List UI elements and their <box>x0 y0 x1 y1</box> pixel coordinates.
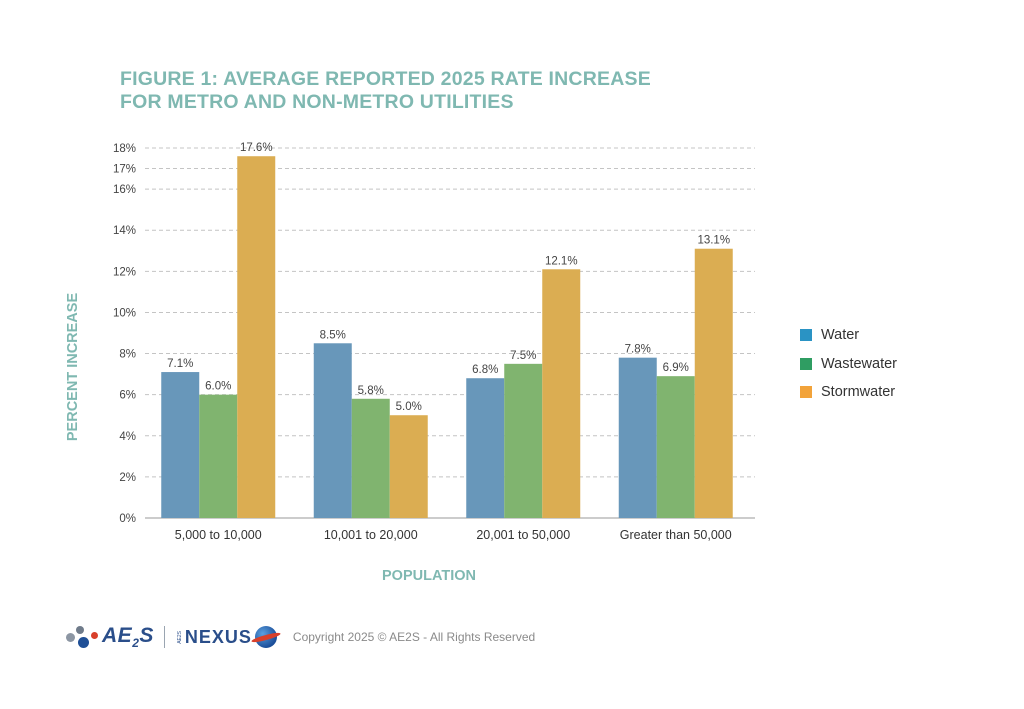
data-label: 8.5% <box>320 329 346 341</box>
category-label: 10,001 to 20,000 <box>324 528 418 542</box>
bar-wastewater <box>656 376 695 518</box>
bar-water <box>161 372 200 518</box>
bar-water <box>313 343 352 518</box>
data-label: 7.5% <box>510 350 536 362</box>
chart-title-line-1: FIGURE 1: AVERAGE REPORTED 2025 RATE INC… <box>120 68 651 90</box>
legend-label-wastewater: Wastewater <box>821 355 898 372</box>
y-tick-labels: 0% 2% 4% 6% 8% 10% 12% 14% 16% 17% 18% <box>113 143 136 525</box>
bar-wastewater <box>351 398 390 518</box>
chart-title-line-2: FOR METRO AND NON-METRO UTILITIES <box>120 91 514 113</box>
y-tick-label: 0% <box>119 513 136 525</box>
bars <box>161 156 733 518</box>
y-tick-label: 4% <box>119 431 136 443</box>
ae2s-logo: AE2S <box>102 623 154 651</box>
nexus-logo: NEXUS <box>184 626 252 647</box>
bar-wastewater <box>504 363 543 518</box>
y-tick-label: 2% <box>119 472 136 484</box>
legend-label-water: Water <box>821 327 860 344</box>
nexus-small-text: AE2S <box>176 630 183 644</box>
data-label: 6.8% <box>472 364 498 376</box>
legend-swatch-stormwater <box>800 386 812 399</box>
legend-item-wastewater: Wastewater <box>800 350 897 379</box>
legend-item-stormwater: Stormwater <box>800 378 897 407</box>
bar-water <box>618 357 657 518</box>
legend-swatch-wastewater <box>800 357 812 370</box>
nexus-globe-icon <box>254 626 277 648</box>
chart-title: FIGURE 1: AVERAGE REPORTED 2025 RATE INC… <box>120 68 680 114</box>
y-tick-label: 14% <box>113 225 136 237</box>
category-label: 20,001 to 50,000 <box>476 528 570 542</box>
y-axis-label: PERCENT INCREASE <box>65 293 81 442</box>
legend: Water Wastewater Stormwater <box>800 321 897 407</box>
x-axis-label: POPULATION <box>382 568 476 584</box>
bar-stormwater <box>542 269 581 518</box>
data-label: 6.0% <box>205 381 231 393</box>
y-tick-label: 6% <box>119 390 136 402</box>
y-tick-label: 8% <box>119 349 136 361</box>
category-labels: 5,000 to 10,000 10,001 to 20,000 20,001 to… <box>175 528 732 542</box>
category-label: Greater than 50,000 <box>620 528 732 542</box>
footer: AE2S AE2S NEXUS Copyright 2025 © AE2S - … <box>66 622 535 652</box>
legend-item-water: Water <box>800 321 897 350</box>
data-label: 5.0% <box>396 401 422 413</box>
footer-divider <box>163 626 165 648</box>
copyright-text: Copyright 2025 © AE2S - All Rights Reser… <box>292 630 536 644</box>
data-label: 6.9% <box>663 362 689 374</box>
data-label: 12.1% <box>545 255 578 267</box>
data-label: 7.1% <box>167 358 193 370</box>
data-label: 17.6% <box>240 142 273 154</box>
bar-wastewater <box>199 394 238 518</box>
y-tick-label: 10% <box>113 307 136 319</box>
ae2s-molecule-icon <box>66 624 102 650</box>
y-tick-label: 16% <box>113 184 136 196</box>
y-tick-label: 17% <box>113 164 136 176</box>
y-tick-label: 12% <box>113 266 136 278</box>
legend-label-stormwater: Stormwater <box>821 384 896 401</box>
bar-stormwater <box>237 156 276 518</box>
data-label: 13.1% <box>697 235 730 247</box>
data-label: 5.8% <box>358 385 384 397</box>
data-label: 7.8% <box>625 344 651 356</box>
category-label: 5,000 to 10,000 <box>175 528 262 542</box>
bar-stormwater <box>694 248 733 518</box>
y-tick-label: 18% <box>113 143 136 155</box>
legend-swatch-water <box>800 329 812 342</box>
bar-water <box>466 378 505 518</box>
bar-stormwater <box>389 415 428 518</box>
data-labels: 7.1% 6.0% 17.6% 8.5% 5.8% 5.0% 6.8% 7.5% 12.1% 7.… <box>167 142 730 413</box>
